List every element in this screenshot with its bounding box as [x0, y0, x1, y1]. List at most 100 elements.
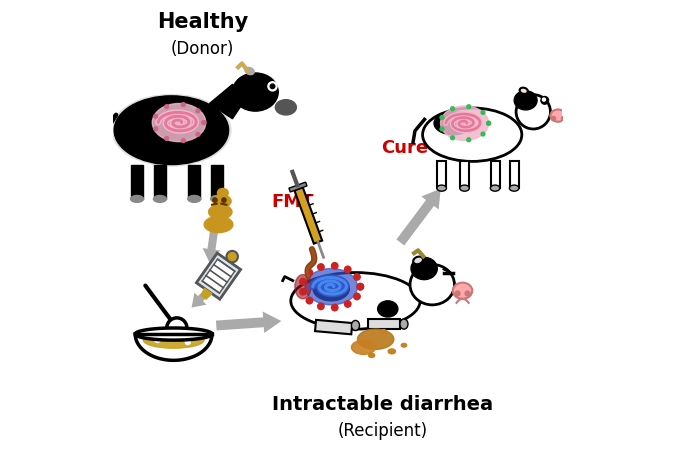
Circle shape — [331, 263, 338, 269]
Polygon shape — [209, 84, 248, 119]
Ellipse shape — [153, 195, 167, 202]
Circle shape — [270, 84, 275, 88]
Text: (Donor): (Donor) — [171, 40, 234, 58]
Text: Cure: Cure — [381, 139, 429, 157]
Circle shape — [155, 338, 160, 343]
Ellipse shape — [217, 189, 228, 198]
Ellipse shape — [352, 321, 360, 330]
Circle shape — [467, 105, 470, 109]
Circle shape — [344, 301, 351, 307]
Ellipse shape — [423, 108, 522, 162]
Circle shape — [300, 288, 306, 295]
Ellipse shape — [411, 257, 437, 280]
Ellipse shape — [204, 216, 233, 233]
Polygon shape — [396, 189, 441, 246]
Ellipse shape — [378, 301, 398, 317]
Bar — [437, 162, 446, 188]
Ellipse shape — [520, 88, 528, 94]
Circle shape — [354, 293, 360, 299]
Circle shape — [163, 334, 168, 339]
Circle shape — [306, 297, 313, 304]
Bar — [188, 165, 200, 199]
Ellipse shape — [232, 73, 278, 111]
Circle shape — [202, 121, 206, 124]
Polygon shape — [216, 312, 281, 333]
Ellipse shape — [510, 185, 519, 191]
Circle shape — [202, 121, 206, 124]
Circle shape — [182, 103, 185, 106]
Circle shape — [481, 110, 485, 114]
Polygon shape — [192, 291, 208, 308]
Polygon shape — [294, 187, 322, 244]
Circle shape — [481, 132, 485, 136]
Circle shape — [196, 132, 200, 136]
Polygon shape — [202, 259, 235, 293]
Circle shape — [306, 269, 313, 276]
Ellipse shape — [490, 185, 500, 191]
Ellipse shape — [410, 264, 454, 305]
Circle shape — [487, 121, 491, 125]
Circle shape — [487, 121, 491, 125]
Ellipse shape — [441, 106, 489, 141]
Ellipse shape — [453, 283, 472, 299]
Bar — [315, 320, 352, 335]
Circle shape — [268, 82, 277, 91]
Polygon shape — [196, 253, 240, 299]
Circle shape — [543, 98, 545, 101]
Ellipse shape — [550, 110, 566, 122]
Ellipse shape — [413, 256, 423, 264]
Bar — [460, 162, 469, 188]
Ellipse shape — [209, 205, 232, 219]
Circle shape — [357, 283, 364, 290]
Ellipse shape — [313, 277, 350, 301]
Polygon shape — [201, 288, 212, 299]
Bar — [491, 162, 500, 188]
Ellipse shape — [401, 343, 406, 347]
Circle shape — [357, 283, 364, 290]
Ellipse shape — [275, 100, 296, 115]
Text: Healthy: Healthy — [157, 13, 248, 32]
Ellipse shape — [211, 195, 223, 202]
Ellipse shape — [291, 273, 420, 329]
Circle shape — [154, 127, 157, 131]
Ellipse shape — [460, 185, 469, 191]
Ellipse shape — [295, 274, 311, 299]
Circle shape — [451, 107, 454, 110]
Ellipse shape — [358, 329, 394, 349]
Circle shape — [541, 97, 549, 104]
Polygon shape — [135, 328, 212, 340]
Circle shape — [196, 109, 200, 113]
Circle shape — [154, 114, 157, 118]
Ellipse shape — [388, 349, 396, 354]
Circle shape — [165, 136, 169, 141]
Circle shape — [186, 340, 190, 344]
Polygon shape — [289, 182, 307, 192]
Circle shape — [171, 336, 176, 340]
Ellipse shape — [352, 340, 376, 354]
Circle shape — [331, 304, 338, 311]
Circle shape — [227, 251, 238, 262]
Ellipse shape — [305, 269, 358, 305]
Bar — [131, 165, 143, 199]
Text: (Recipient): (Recipient) — [338, 422, 427, 440]
Ellipse shape — [213, 195, 231, 207]
Ellipse shape — [130, 195, 144, 202]
Ellipse shape — [514, 91, 537, 110]
Circle shape — [467, 138, 470, 142]
Circle shape — [165, 105, 169, 109]
Bar — [368, 319, 400, 329]
Text: FMT: FMT — [271, 193, 314, 211]
Circle shape — [300, 278, 306, 285]
Polygon shape — [135, 334, 212, 360]
Ellipse shape — [369, 353, 375, 357]
Ellipse shape — [400, 319, 408, 329]
Circle shape — [344, 266, 351, 273]
Ellipse shape — [188, 195, 200, 202]
Circle shape — [180, 335, 184, 339]
Bar — [211, 165, 223, 199]
Circle shape — [213, 198, 217, 202]
Circle shape — [222, 198, 226, 202]
Ellipse shape — [516, 95, 550, 129]
Bar — [154, 165, 166, 199]
Circle shape — [167, 318, 187, 338]
